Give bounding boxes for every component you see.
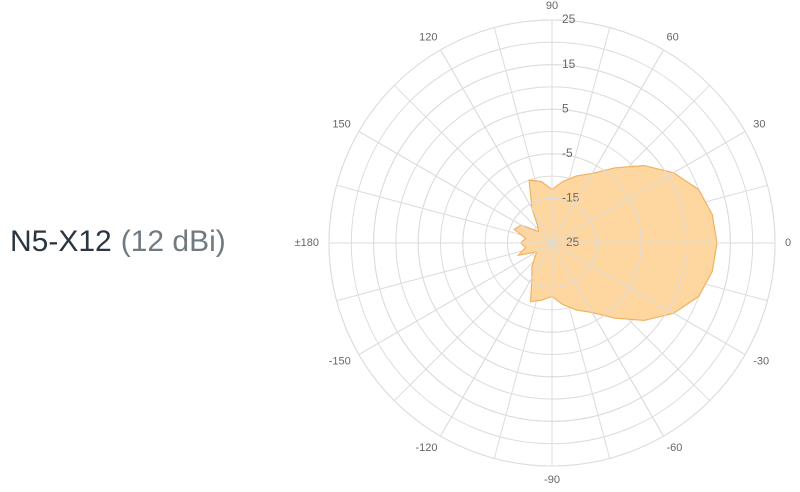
a-tick-label: -150 [329, 355, 351, 367]
a-tick [440, 49, 553, 244]
r-tick-label: 25 [562, 12, 576, 26]
grid-spoke [336, 184, 553, 244]
a-tick-label: 30 [753, 118, 765, 130]
a-tick-label: -90 [544, 474, 560, 486]
r-tick-label: -25 [562, 235, 580, 249]
chart-subtitle: (12 dBi) [121, 225, 226, 258]
r-tick-label: -5 [562, 146, 573, 160]
a-tick [440, 242, 553, 437]
a-tick-label: 150 [332, 118, 350, 130]
grid-spoke [393, 84, 553, 244]
a-tick-label: -30 [753, 355, 769, 367]
a-tick-label: -60 [667, 442, 683, 454]
grid-spoke [393, 242, 553, 402]
a-tick-label: 0 [785, 237, 791, 249]
a-tick [551, 49, 664, 244]
a-tick-label: 60 [667, 32, 679, 44]
r-tick-label: 15 [562, 57, 576, 71]
chart-title: N5-X12 [10, 225, 112, 258]
a-tick [551, 131, 746, 244]
a-tick [551, 242, 746, 355]
r-tick-label: -15 [562, 191, 580, 205]
r-tick-label: 5 [562, 101, 569, 115]
grid-spoke [336, 242, 553, 302]
a-tick-label: -120 [415, 442, 437, 454]
a-tick-label: ±180 [295, 237, 319, 249]
a-tick [551, 242, 664, 437]
a-tick [358, 242, 553, 355]
a-tick-label: 120 [419, 32, 437, 44]
a-tick-label: 90 [546, 0, 558, 12]
a-tick [358, 131, 553, 244]
